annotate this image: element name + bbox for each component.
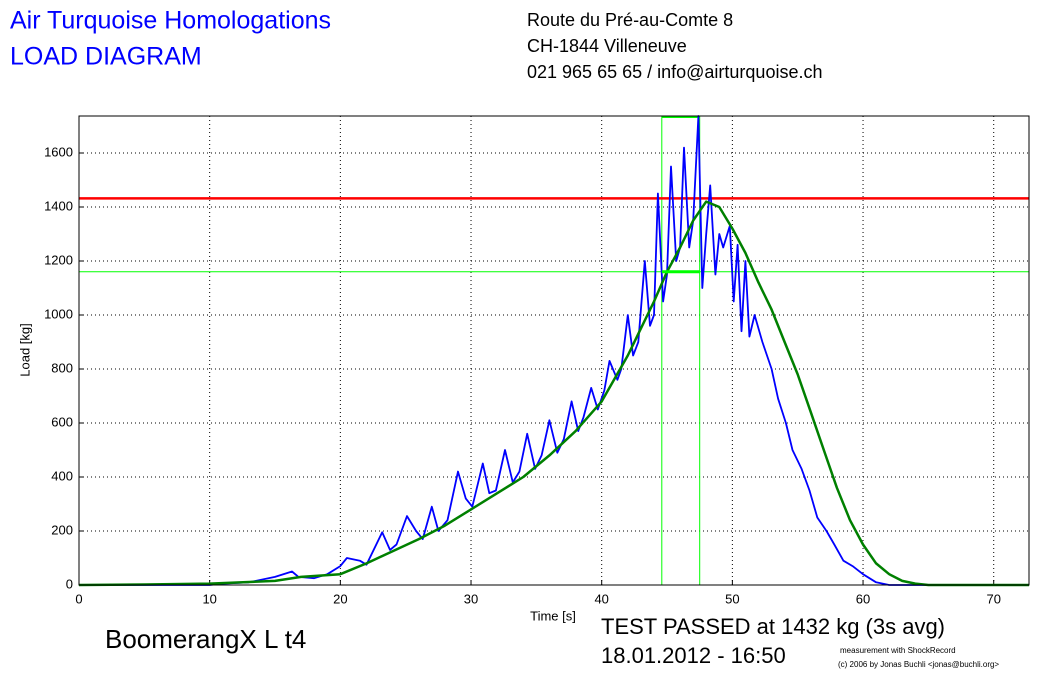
address-line: CH-1844 Villeneuve bbox=[527, 36, 687, 56]
x-tick-label: 30 bbox=[464, 591, 478, 606]
address-line: 021 965 65 65 / info@airturquoise.ch bbox=[527, 62, 822, 82]
x-tick-label: 60 bbox=[856, 591, 870, 606]
y-tick-label: 1200 bbox=[44, 252, 73, 267]
plot-area bbox=[79, 116, 1029, 585]
y-tick-label: 600 bbox=[51, 414, 73, 429]
plot-frame bbox=[78, 115, 1030, 586]
credit: measurement with ShockRecord bbox=[840, 646, 956, 655]
x-tick-label: 50 bbox=[725, 591, 739, 606]
x-tick-label: 0 bbox=[75, 591, 82, 606]
series-line bbox=[78, 200, 1029, 587]
x-tick-label: 10 bbox=[202, 591, 216, 606]
address-line: Route du Pré-au-Comte 8 bbox=[527, 10, 733, 30]
document-title: LOAD DIAGRAM bbox=[10, 43, 202, 71]
y-tick-label: 1400 bbox=[44, 198, 73, 213]
credit: (c) 2006 by Jonas Buchli <jonas@buchli.o… bbox=[838, 660, 999, 669]
y-tick-label: 800 bbox=[51, 360, 73, 375]
x-tick-label: 70 bbox=[986, 591, 1000, 606]
x-tick-label: 20 bbox=[333, 591, 347, 606]
y-tick-label: 1600 bbox=[44, 144, 73, 159]
x-tick-label: 40 bbox=[594, 591, 608, 606]
model: BoomerangX L t4 bbox=[105, 624, 306, 654]
x-axis-label: Time [s] bbox=[530, 608, 576, 623]
y-tick-label: 400 bbox=[51, 468, 73, 483]
y-tick-label: 1000 bbox=[44, 306, 73, 321]
date: 18.01.2012 - 16:50 bbox=[601, 643, 786, 668]
result: TEST PASSED at 1432 kg (3s avg) bbox=[601, 614, 945, 639]
y-tick-label: 200 bbox=[51, 522, 73, 537]
y-axis-label: Load [kg] bbox=[17, 323, 32, 377]
y-tick-label: 0 bbox=[66, 576, 73, 591]
company: Air Turquoise Homologations bbox=[10, 7, 331, 35]
